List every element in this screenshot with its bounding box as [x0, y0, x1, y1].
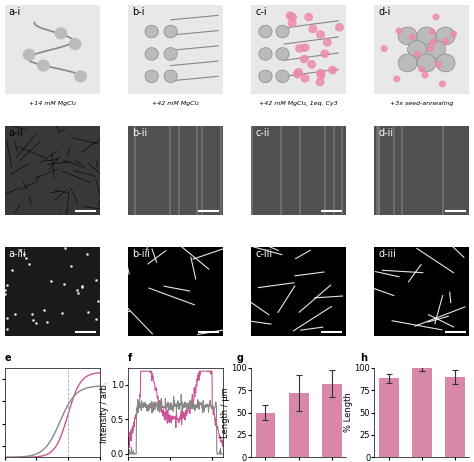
Circle shape [321, 50, 328, 57]
Circle shape [451, 31, 456, 37]
Circle shape [317, 69, 325, 77]
Circle shape [293, 71, 301, 78]
Text: f: f [128, 353, 132, 363]
Text: c-iii: c-iii [255, 249, 272, 259]
Bar [379, 378, 399, 457]
Circle shape [37, 60, 49, 71]
Circle shape [305, 13, 312, 21]
Circle shape [145, 70, 158, 83]
Y-axis label: % Length: % Length [344, 393, 353, 432]
Circle shape [301, 75, 309, 82]
Bar [289, 393, 309, 457]
Circle shape [436, 27, 455, 45]
Circle shape [259, 25, 272, 38]
Circle shape [309, 25, 317, 33]
Text: g: g [237, 353, 244, 363]
Circle shape [329, 67, 337, 73]
Text: d-iii: d-iii [378, 249, 396, 259]
Circle shape [164, 70, 177, 83]
Circle shape [382, 46, 387, 51]
Circle shape [336, 24, 343, 31]
Text: d-ii: d-ii [378, 128, 393, 138]
Circle shape [422, 73, 428, 78]
Circle shape [296, 45, 303, 52]
Circle shape [398, 27, 417, 45]
Y-axis label: Length / µm: Length / µm [221, 387, 230, 438]
Circle shape [308, 61, 316, 68]
Text: +42 mM MgCl₂: +42 mM MgCl₂ [152, 101, 199, 106]
Circle shape [145, 25, 158, 38]
Text: d-i: d-i [378, 7, 391, 17]
Bar [412, 368, 432, 457]
Circle shape [430, 40, 436, 45]
Circle shape [295, 68, 302, 76]
Bar [255, 413, 275, 457]
Text: h: h [360, 353, 367, 363]
Circle shape [317, 31, 324, 38]
Circle shape [23, 49, 35, 60]
Circle shape [428, 46, 434, 51]
Circle shape [276, 70, 289, 83]
Circle shape [316, 79, 324, 85]
Circle shape [415, 51, 420, 57]
Circle shape [70, 39, 81, 49]
Circle shape [436, 62, 441, 67]
Circle shape [301, 55, 308, 63]
Circle shape [259, 70, 272, 83]
Text: b-ii: b-ii [132, 128, 147, 138]
Circle shape [394, 76, 400, 82]
Circle shape [276, 48, 289, 60]
Text: c-ii: c-ii [255, 128, 269, 138]
Circle shape [427, 41, 446, 58]
Circle shape [286, 12, 294, 19]
Text: +14 mM MgCl₂: +14 mM MgCl₂ [29, 101, 75, 106]
Circle shape [317, 72, 325, 79]
Circle shape [164, 48, 177, 60]
Circle shape [55, 28, 67, 39]
Circle shape [433, 14, 439, 19]
Circle shape [439, 81, 445, 86]
Text: a-ii: a-ii [9, 128, 24, 138]
Circle shape [288, 19, 296, 27]
Circle shape [164, 25, 177, 38]
Circle shape [408, 41, 427, 58]
Text: a-i: a-i [9, 7, 21, 17]
Circle shape [417, 54, 436, 72]
Text: +3x seed-annealing: +3x seed-annealing [390, 101, 454, 106]
Circle shape [419, 67, 425, 72]
Circle shape [398, 54, 417, 72]
Circle shape [429, 29, 435, 34]
Circle shape [410, 34, 415, 40]
Text: a-iii: a-iii [9, 249, 26, 259]
Circle shape [145, 48, 158, 60]
Bar [445, 377, 465, 457]
Y-axis label: Intensity / arb.: Intensity / arb. [100, 382, 109, 444]
Circle shape [324, 39, 331, 46]
Circle shape [289, 14, 296, 21]
Text: +42 mM MgCl₂, 1eq. Cy3: +42 mM MgCl₂, 1eq. Cy3 [259, 101, 338, 106]
Text: c-i: c-i [255, 7, 267, 17]
Circle shape [75, 71, 86, 82]
Text: b-iii: b-iii [132, 249, 150, 259]
Circle shape [276, 25, 289, 38]
Circle shape [443, 39, 448, 44]
Text: e: e [5, 353, 11, 363]
Text: b-i: b-i [132, 7, 144, 17]
Bar [322, 384, 342, 457]
Circle shape [396, 28, 402, 33]
Circle shape [417, 27, 436, 45]
Circle shape [436, 54, 455, 72]
Circle shape [301, 44, 309, 51]
Circle shape [259, 48, 272, 60]
